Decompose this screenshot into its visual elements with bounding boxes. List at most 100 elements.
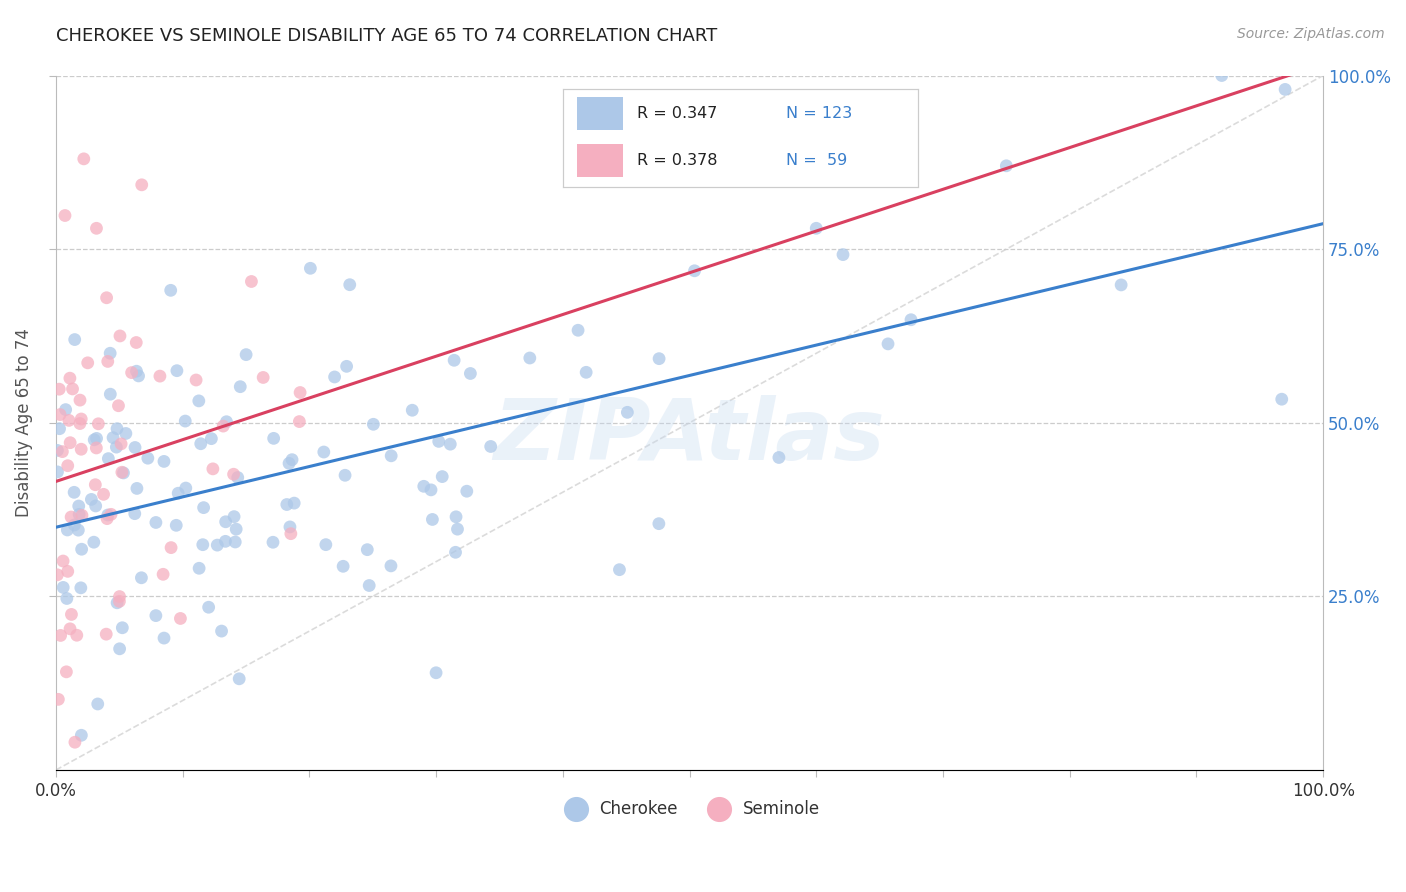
- Point: [229, 380, 252, 394]
- Point: [1271, 392, 1294, 407]
- Point: [56, 565, 79, 579]
- Point: [52, 581, 75, 595]
- Point: [108, 594, 131, 608]
- Point: [48, 382, 70, 396]
- Point: [427, 434, 450, 449]
- Point: [67, 523, 90, 537]
- Point: [145, 516, 167, 530]
- Point: [380, 449, 402, 463]
- Point: [197, 600, 219, 615]
- Point: [263, 431, 285, 445]
- Point: [60, 510, 83, 524]
- Point: [444, 545, 467, 559]
- Point: [53, 209, 76, 223]
- Point: [111, 465, 134, 479]
- Point: [145, 608, 167, 623]
- Point: [67, 499, 90, 513]
- Point: [84, 477, 107, 491]
- Point: [63, 333, 86, 347]
- Point: [616, 405, 638, 419]
- Point: [188, 561, 211, 575]
- Point: [422, 512, 444, 526]
- Point: [460, 367, 482, 381]
- Point: [70, 542, 93, 557]
- Point: [339, 277, 361, 292]
- Legend: Cherokee, Seminole: Cherokee, Seminole: [553, 793, 827, 824]
- Point: [215, 415, 238, 429]
- Point: [67, 508, 90, 522]
- Point: [63, 485, 86, 500]
- Point: [193, 500, 215, 515]
- Point: [125, 482, 148, 496]
- Point: [56, 458, 79, 473]
- Point: [214, 534, 236, 549]
- Point: [768, 450, 790, 465]
- Point: [333, 468, 356, 483]
- Point: [900, 312, 922, 326]
- Point: [49, 408, 72, 422]
- Point: [200, 432, 222, 446]
- Point: [432, 469, 454, 483]
- Point: [136, 451, 159, 466]
- Point: [108, 329, 131, 343]
- Point: [105, 596, 128, 610]
- Point: [211, 624, 233, 638]
- Point: [98, 346, 121, 360]
- Point: [111, 621, 134, 635]
- Point: [276, 498, 298, 512]
- Point: [59, 371, 82, 385]
- Point: [995, 159, 1018, 173]
- Point: [86, 431, 108, 445]
- Point: [49, 628, 72, 642]
- Point: [80, 492, 103, 507]
- Point: [648, 516, 671, 531]
- Point: [51, 444, 73, 458]
- Point: [288, 415, 311, 429]
- Point: [280, 526, 302, 541]
- Point: [225, 522, 247, 536]
- Point: [648, 351, 671, 366]
- Point: [278, 456, 301, 470]
- Point: [83, 433, 105, 447]
- Point: [240, 275, 263, 289]
- Point: [66, 628, 89, 642]
- Point: [207, 538, 229, 552]
- Point: [87, 697, 110, 711]
- Point: [58, 413, 80, 427]
- Point: [166, 364, 188, 378]
- Point: [332, 559, 354, 574]
- Point: [107, 399, 129, 413]
- Point: [443, 353, 465, 368]
- Point: [446, 522, 468, 536]
- Point: [1274, 82, 1296, 96]
- Point: [169, 611, 191, 625]
- Point: [76, 356, 98, 370]
- Point: [84, 499, 107, 513]
- Point: [235, 348, 257, 362]
- Point: [46, 567, 69, 582]
- Point: [108, 590, 131, 604]
- Point: [97, 508, 120, 522]
- Point: [131, 178, 153, 192]
- Point: [55, 402, 77, 417]
- Point: [112, 466, 135, 480]
- Point: [439, 437, 461, 451]
- Point: [184, 373, 207, 387]
- Point: [128, 368, 150, 383]
- Point: [125, 335, 148, 350]
- Point: [226, 470, 249, 484]
- Text: CHEROKEE VS SEMINOLE DISABILITY AGE 65 TO 74 CORRELATION CHART: CHEROKEE VS SEMINOLE DISABILITY AGE 65 T…: [56, 27, 717, 45]
- Point: [149, 369, 172, 384]
- Point: [201, 462, 224, 476]
- Point: [63, 735, 86, 749]
- Point: [228, 672, 250, 686]
- Point: [105, 440, 128, 454]
- Point: [59, 622, 82, 636]
- Point: [312, 445, 335, 459]
- Point: [48, 692, 70, 706]
- Point: [121, 366, 143, 380]
- Point: [153, 631, 176, 645]
- Point: [174, 481, 197, 495]
- Point: [101, 431, 124, 445]
- Text: ZIPAtlas: ZIPAtlas: [494, 395, 886, 478]
